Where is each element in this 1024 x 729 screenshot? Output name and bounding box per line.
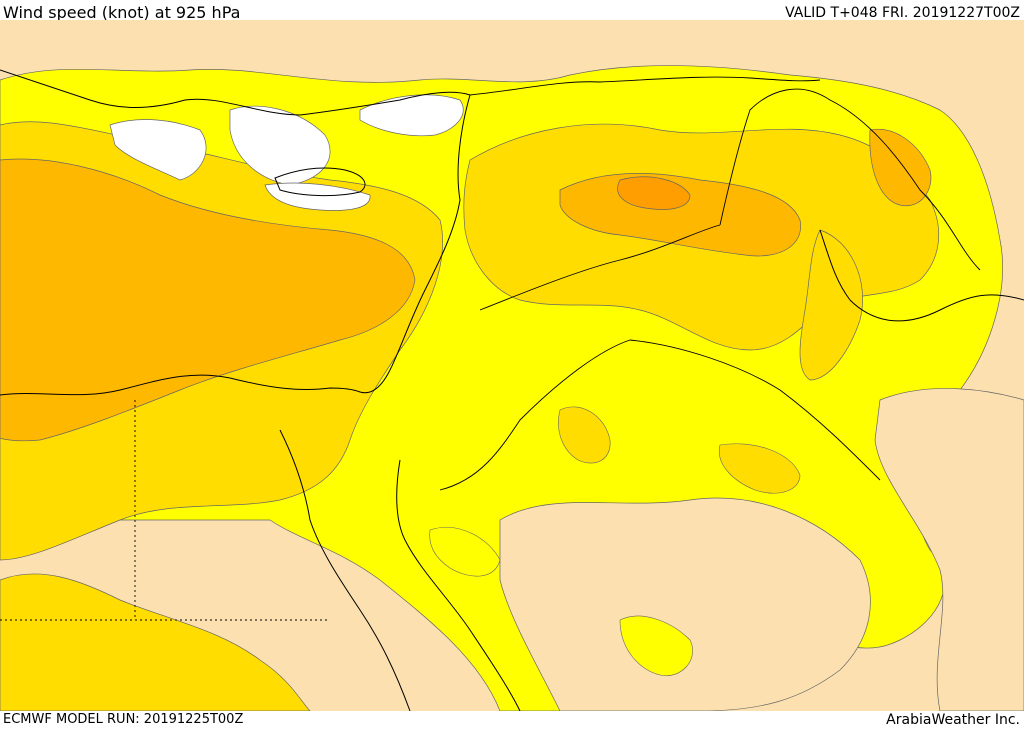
coastline-levant xyxy=(359,94,471,394)
border-syria-iraq xyxy=(479,224,721,311)
border-iraq-iran xyxy=(719,88,981,271)
coastline-red-sea-west xyxy=(279,429,411,711)
valid-time: VALID T+048 FRI. 20191227T00Z xyxy=(785,5,1020,21)
wind-spot-2 xyxy=(429,527,501,577)
wind-spot-gold-2 xyxy=(718,443,801,494)
wind-band-peak xyxy=(617,176,691,210)
wind-band-orange-ne xyxy=(869,128,932,207)
wind-band-light-saudi xyxy=(499,497,871,711)
coastline-cyprus xyxy=(274,167,366,197)
calm-area-cyprus-s xyxy=(264,182,371,211)
calm-area-turkey xyxy=(109,119,207,181)
calm-area-cyprus-e xyxy=(359,94,464,137)
wind-band-gold-ne xyxy=(799,229,863,381)
wind-spot-gold-1 xyxy=(558,406,611,464)
wind-band-orange-med xyxy=(0,158,416,442)
coastline-egypt-north xyxy=(0,374,361,396)
coastline-red-sea-east xyxy=(396,459,521,711)
wind-speed-map xyxy=(0,20,1024,711)
border-turkey-syria xyxy=(469,76,821,96)
map-title: Wind speed (knot) at 925 hPa xyxy=(3,3,241,22)
wind-spot-1 xyxy=(619,615,693,677)
wind-band-gold-south xyxy=(0,573,311,711)
coastline-gulf xyxy=(819,229,1024,322)
header-bar xyxy=(0,0,1024,22)
credit-label: ArabiaWeather Inc. xyxy=(886,712,1020,728)
wind-band-light-east xyxy=(874,388,1024,711)
footer-bar xyxy=(0,711,1024,729)
model-run-label: ECMWF MODEL RUN: 20191225T00Z xyxy=(3,712,244,727)
border-jordan-saudi xyxy=(439,339,881,491)
coastline-turkey xyxy=(0,69,471,116)
